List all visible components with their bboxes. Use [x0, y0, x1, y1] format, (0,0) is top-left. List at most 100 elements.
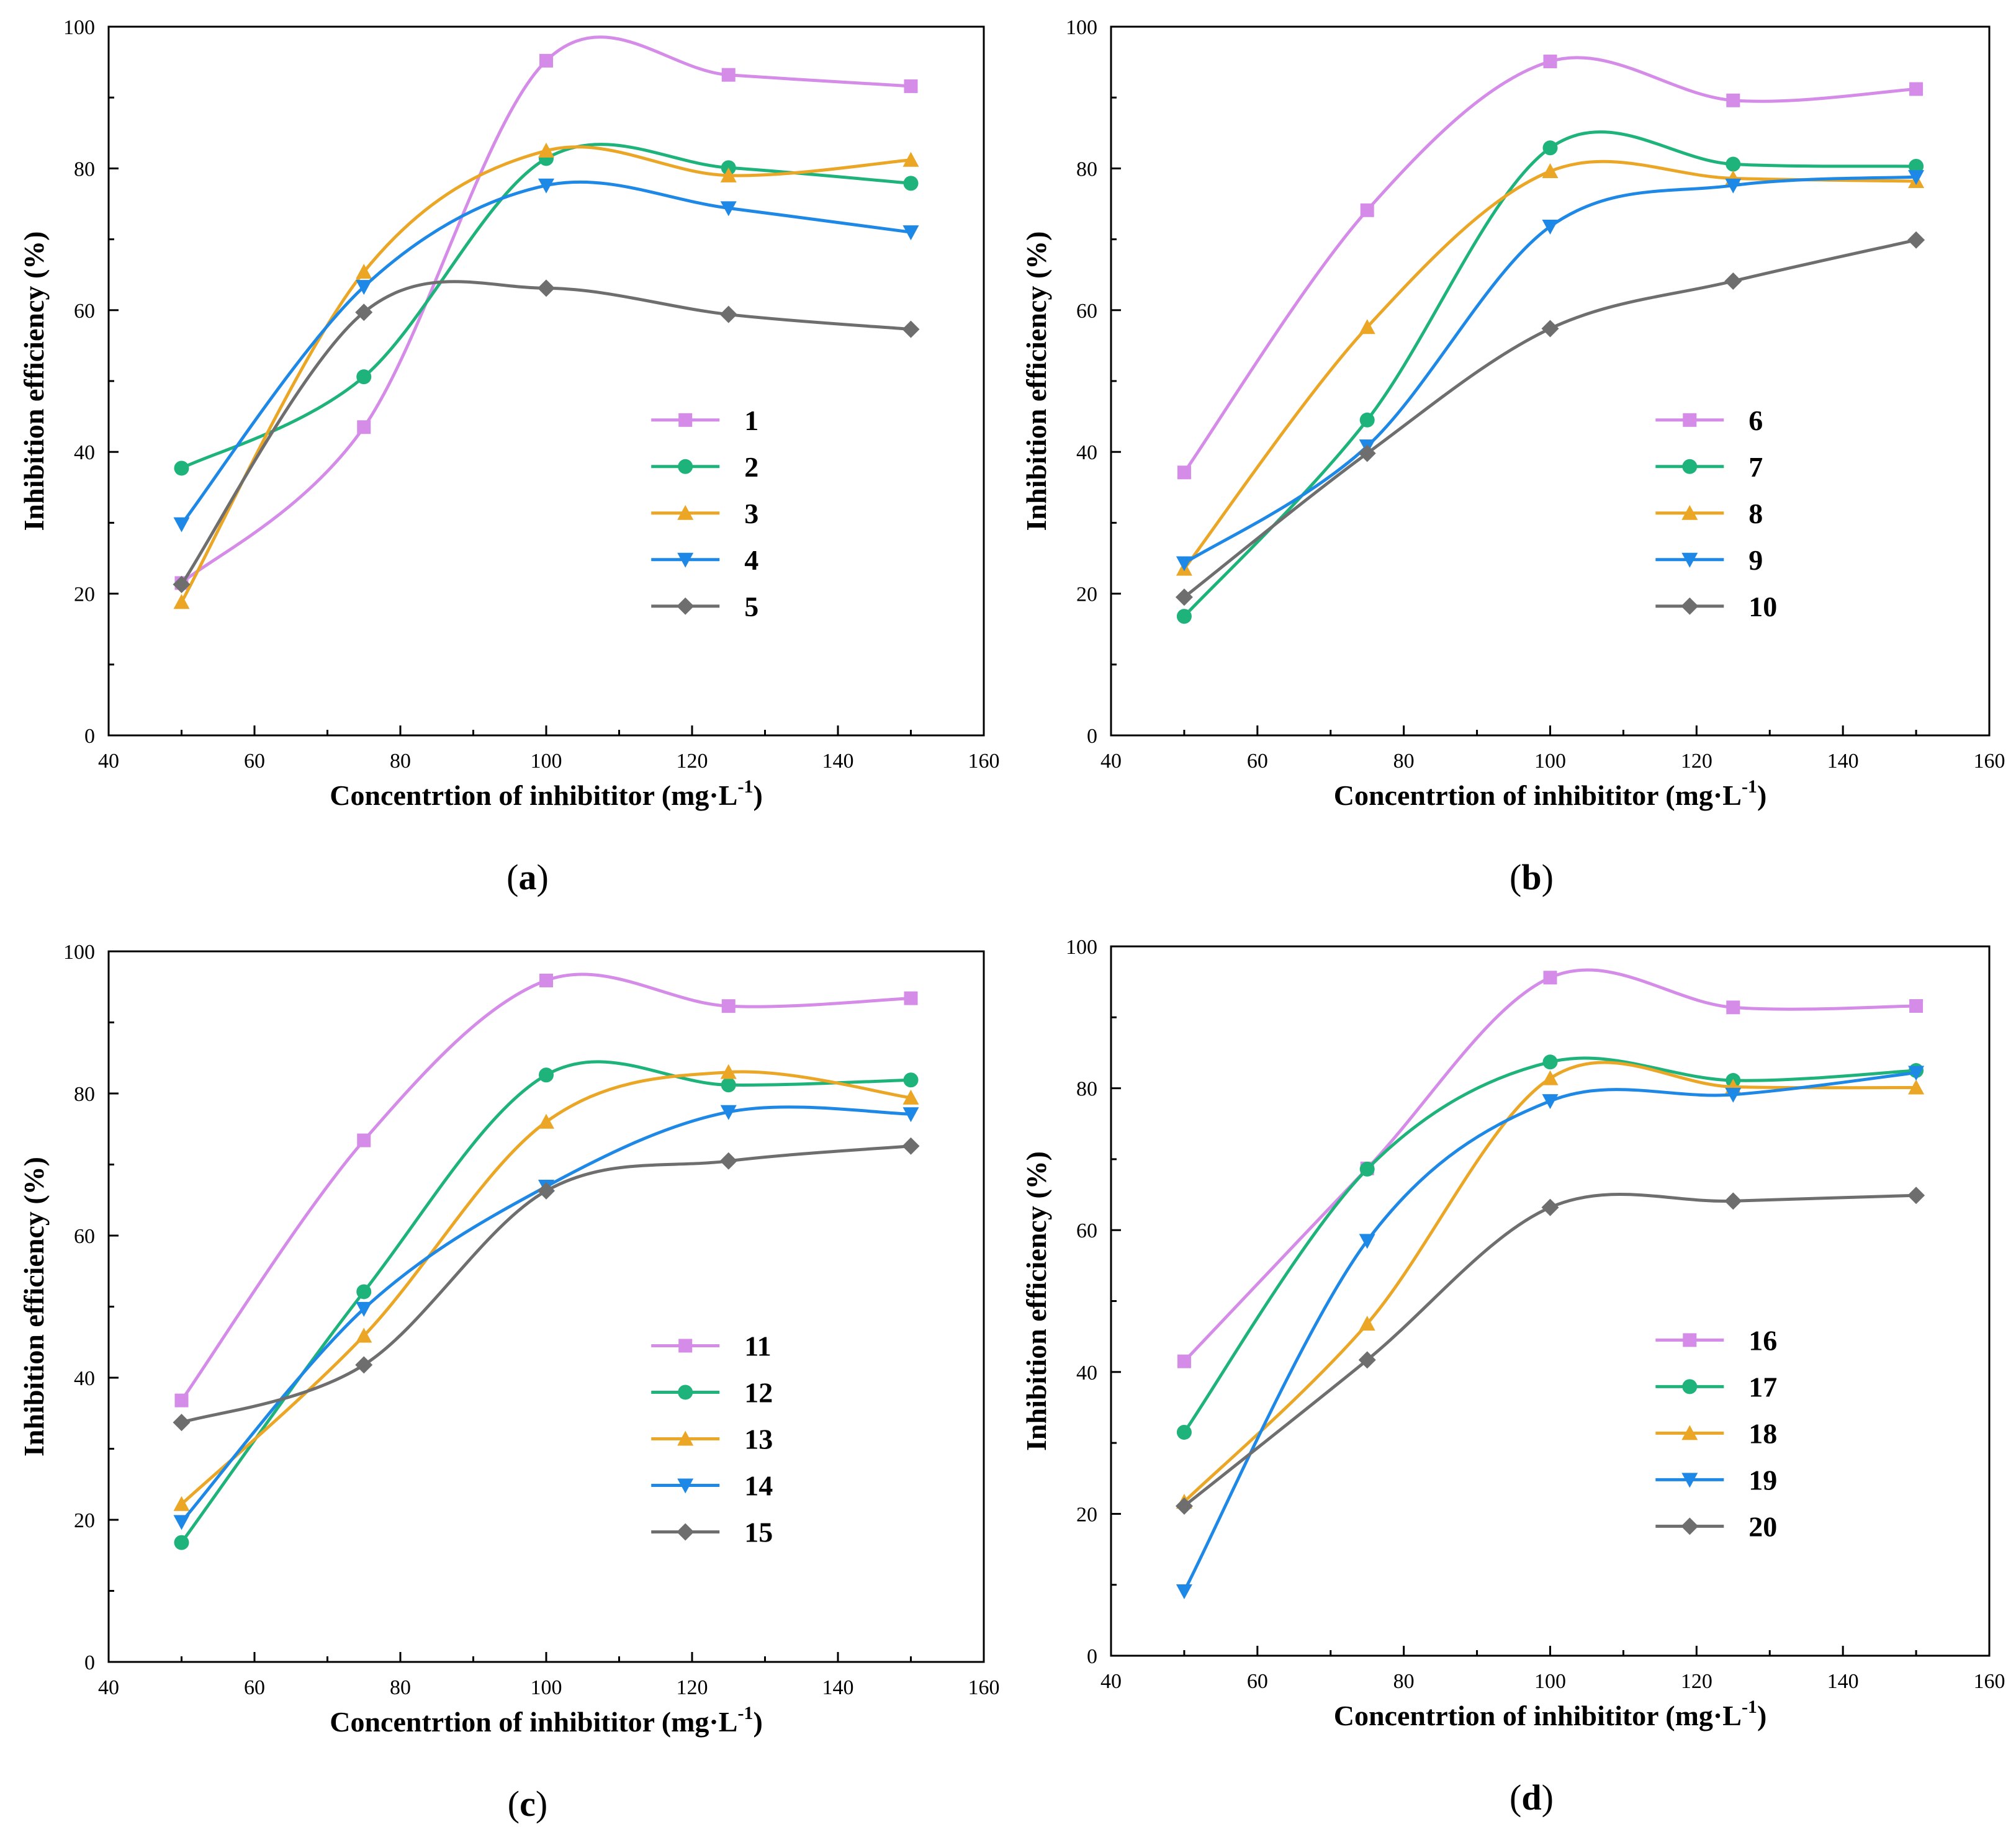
y-tick-label: 20: [1076, 1503, 1097, 1526]
data-point-series-16: [1909, 999, 1924, 1013]
series-line-18: [1183, 1061, 1917, 1503]
data-point-series-10: [1358, 444, 1376, 462]
legend-entry-6: 6: [1655, 405, 1763, 436]
x-axis-title-end: ): [753, 1706, 762, 1738]
legend-marker: [678, 413, 693, 427]
series-line-3: [180, 145, 911, 603]
data-point-series-7: [1176, 609, 1192, 624]
data-point-series-1: [357, 420, 371, 434]
data-point-series-7: [1359, 412, 1375, 428]
data-point-series-5: [355, 303, 373, 321]
panel-label-open: (: [506, 857, 518, 897]
data-point-series-14: [902, 1107, 919, 1123]
data-point-series-3: [173, 594, 190, 609]
x-axis-title-superscript: -1: [1742, 776, 1757, 797]
series-line-5: [180, 280, 911, 586]
data-point-series-13: [538, 1113, 554, 1129]
legend-label: 6: [1748, 405, 1763, 436]
data-point-series-9: [1176, 556, 1192, 572]
legend-entry-10: 10: [1655, 591, 1777, 622]
legend-label: 14: [744, 1470, 773, 1501]
x-tick-label: 40: [1100, 1670, 1122, 1693]
y-tick-label: 60: [74, 1225, 95, 1248]
x-axis-title: Concentrtion of inhibititor (mg·L-1): [330, 776, 763, 811]
data-point-series-10: [1175, 588, 1193, 606]
data-point-series-20: [1358, 1351, 1376, 1369]
x-axis-title-superscript: -1: [737, 776, 753, 797]
legend-entry-13: 13: [651, 1423, 773, 1455]
data-point-series-9: [1908, 170, 1925, 186]
y-tick-label: 80: [1076, 158, 1097, 181]
legend-entry-8: 8: [1655, 498, 1763, 529]
legend-entry-19: 19: [1655, 1464, 1777, 1496]
legend-entry-2: 2: [651, 451, 758, 483]
y-tick-label: 0: [1087, 1645, 1097, 1668]
plot-frame: [107, 25, 985, 737]
data-point-series-6: [1909, 82, 1924, 96]
legend-label: 10: [1748, 591, 1777, 622]
legend-marker: [678, 1385, 693, 1400]
data-point-series-13: [356, 1327, 372, 1343]
data-point-series-4: [173, 517, 190, 532]
data-point-series-20: [1541, 1198, 1559, 1216]
series-line-19: [1182, 1071, 1917, 1592]
x-axis-title-end: ): [1757, 779, 1766, 811]
data-point-series-19: [1359, 1234, 1375, 1249]
data-point-series-3: [720, 167, 737, 182]
series-line-2: [181, 143, 911, 470]
data-point-series-14: [720, 1105, 737, 1120]
legend-marker: [1681, 597, 1699, 615]
x-tick-label: 140: [1827, 750, 1859, 773]
data-point-series-6: [1177, 465, 1191, 480]
legend-entry-7: 7: [1655, 451, 1763, 483]
panel-label-letter: d: [1521, 1777, 1541, 1818]
x-tick-label: 160: [1974, 1670, 2005, 1693]
data-point-series-2: [903, 176, 919, 191]
y-tick-label: 0: [84, 725, 95, 748]
data-point-series-4: [902, 225, 919, 241]
data-point-series-8: [1542, 163, 1559, 178]
data-point-series-6: [1543, 54, 1557, 68]
x-tick-label: 120: [1681, 1670, 1712, 1693]
plot-frame: [107, 950, 985, 1663]
y-tick-label: 60: [1076, 300, 1097, 323]
legend-label: 2: [744, 451, 758, 483]
legend-label: 18: [1748, 1417, 1777, 1449]
data-point-series-6: [1360, 203, 1374, 217]
legend-entry-18: 18: [1655, 1417, 1777, 1449]
legend-marker: [1681, 1425, 1698, 1440]
y-tick-label: 0: [84, 1651, 95, 1674]
legend-marker: [678, 1339, 693, 1353]
legend-entry-15: 15: [651, 1516, 773, 1548]
legend-label: 3: [744, 498, 758, 529]
data-point-series-17: [1176, 1424, 1192, 1440]
y-tick-label: 40: [74, 1367, 95, 1390]
x-axis-title-end: ): [1757, 1700, 1766, 1731]
data-point-series-20: [1907, 1187, 1925, 1205]
y-tick-label: 60: [74, 300, 95, 323]
data-point-series-1: [539, 53, 553, 68]
data-point-series-14: [173, 1515, 190, 1530]
panel-label-open: (: [1510, 1777, 1521, 1818]
legend-marker: [1681, 505, 1698, 520]
legend-label: 19: [1748, 1464, 1777, 1496]
legend-marker: [677, 1478, 694, 1494]
data-point-series-1: [721, 68, 736, 82]
x-axis-title: Concentrtion of inhibititor (mg·L-1): [1334, 1697, 1767, 1731]
x-tick-label: 80: [1393, 1670, 1415, 1693]
x-axis-title-text: Concentrtion of inhibititor (mg·L: [330, 779, 737, 811]
legend-label: 13: [744, 1423, 773, 1455]
data-point-series-12: [721, 1077, 736, 1093]
x-tick-label: 80: [1393, 750, 1415, 773]
legend-label: 4: [744, 544, 758, 576]
data-point-series-16: [1726, 1000, 1740, 1015]
y-tick-label: 40: [1076, 1362, 1097, 1385]
data-point-series-5: [173, 575, 191, 593]
legend-entry-20: 20: [1655, 1511, 1777, 1542]
legend-marker: [1681, 552, 1698, 568]
legend-marker: [1682, 1379, 1698, 1394]
x-tick-label: 60: [1247, 1670, 1268, 1693]
data-point-series-9: [1542, 220, 1559, 235]
x-tick-label: 100: [531, 1676, 562, 1699]
data-point-series-16: [1543, 971, 1557, 985]
